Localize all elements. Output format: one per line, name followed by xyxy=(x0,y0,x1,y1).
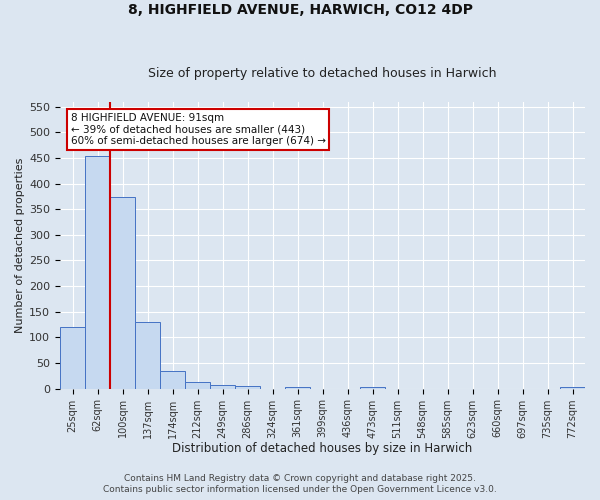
Bar xyxy=(235,386,260,388)
Bar xyxy=(110,198,135,388)
Bar xyxy=(135,322,160,388)
Bar xyxy=(60,327,85,388)
Text: 8, HIGHFIELD AVENUE, HARWICH, CO12 4DP: 8, HIGHFIELD AVENUE, HARWICH, CO12 4DP xyxy=(128,2,473,16)
Text: Contains HM Land Registry data © Crown copyright and database right 2025.
Contai: Contains HM Land Registry data © Crown c… xyxy=(103,474,497,494)
Y-axis label: Number of detached properties: Number of detached properties xyxy=(15,158,25,332)
Bar xyxy=(360,386,385,388)
Bar xyxy=(285,386,310,388)
X-axis label: Distribution of detached houses by size in Harwich: Distribution of detached houses by size … xyxy=(172,442,473,455)
Bar xyxy=(560,386,585,388)
Bar xyxy=(160,370,185,388)
Bar xyxy=(85,156,110,388)
Bar xyxy=(185,382,210,388)
Title: Size of property relative to detached houses in Harwich: Size of property relative to detached ho… xyxy=(148,66,497,80)
Bar xyxy=(210,385,235,388)
Text: 8 HIGHFIELD AVENUE: 91sqm
← 39% of detached houses are smaller (443)
60% of semi: 8 HIGHFIELD AVENUE: 91sqm ← 39% of detac… xyxy=(71,113,326,146)
